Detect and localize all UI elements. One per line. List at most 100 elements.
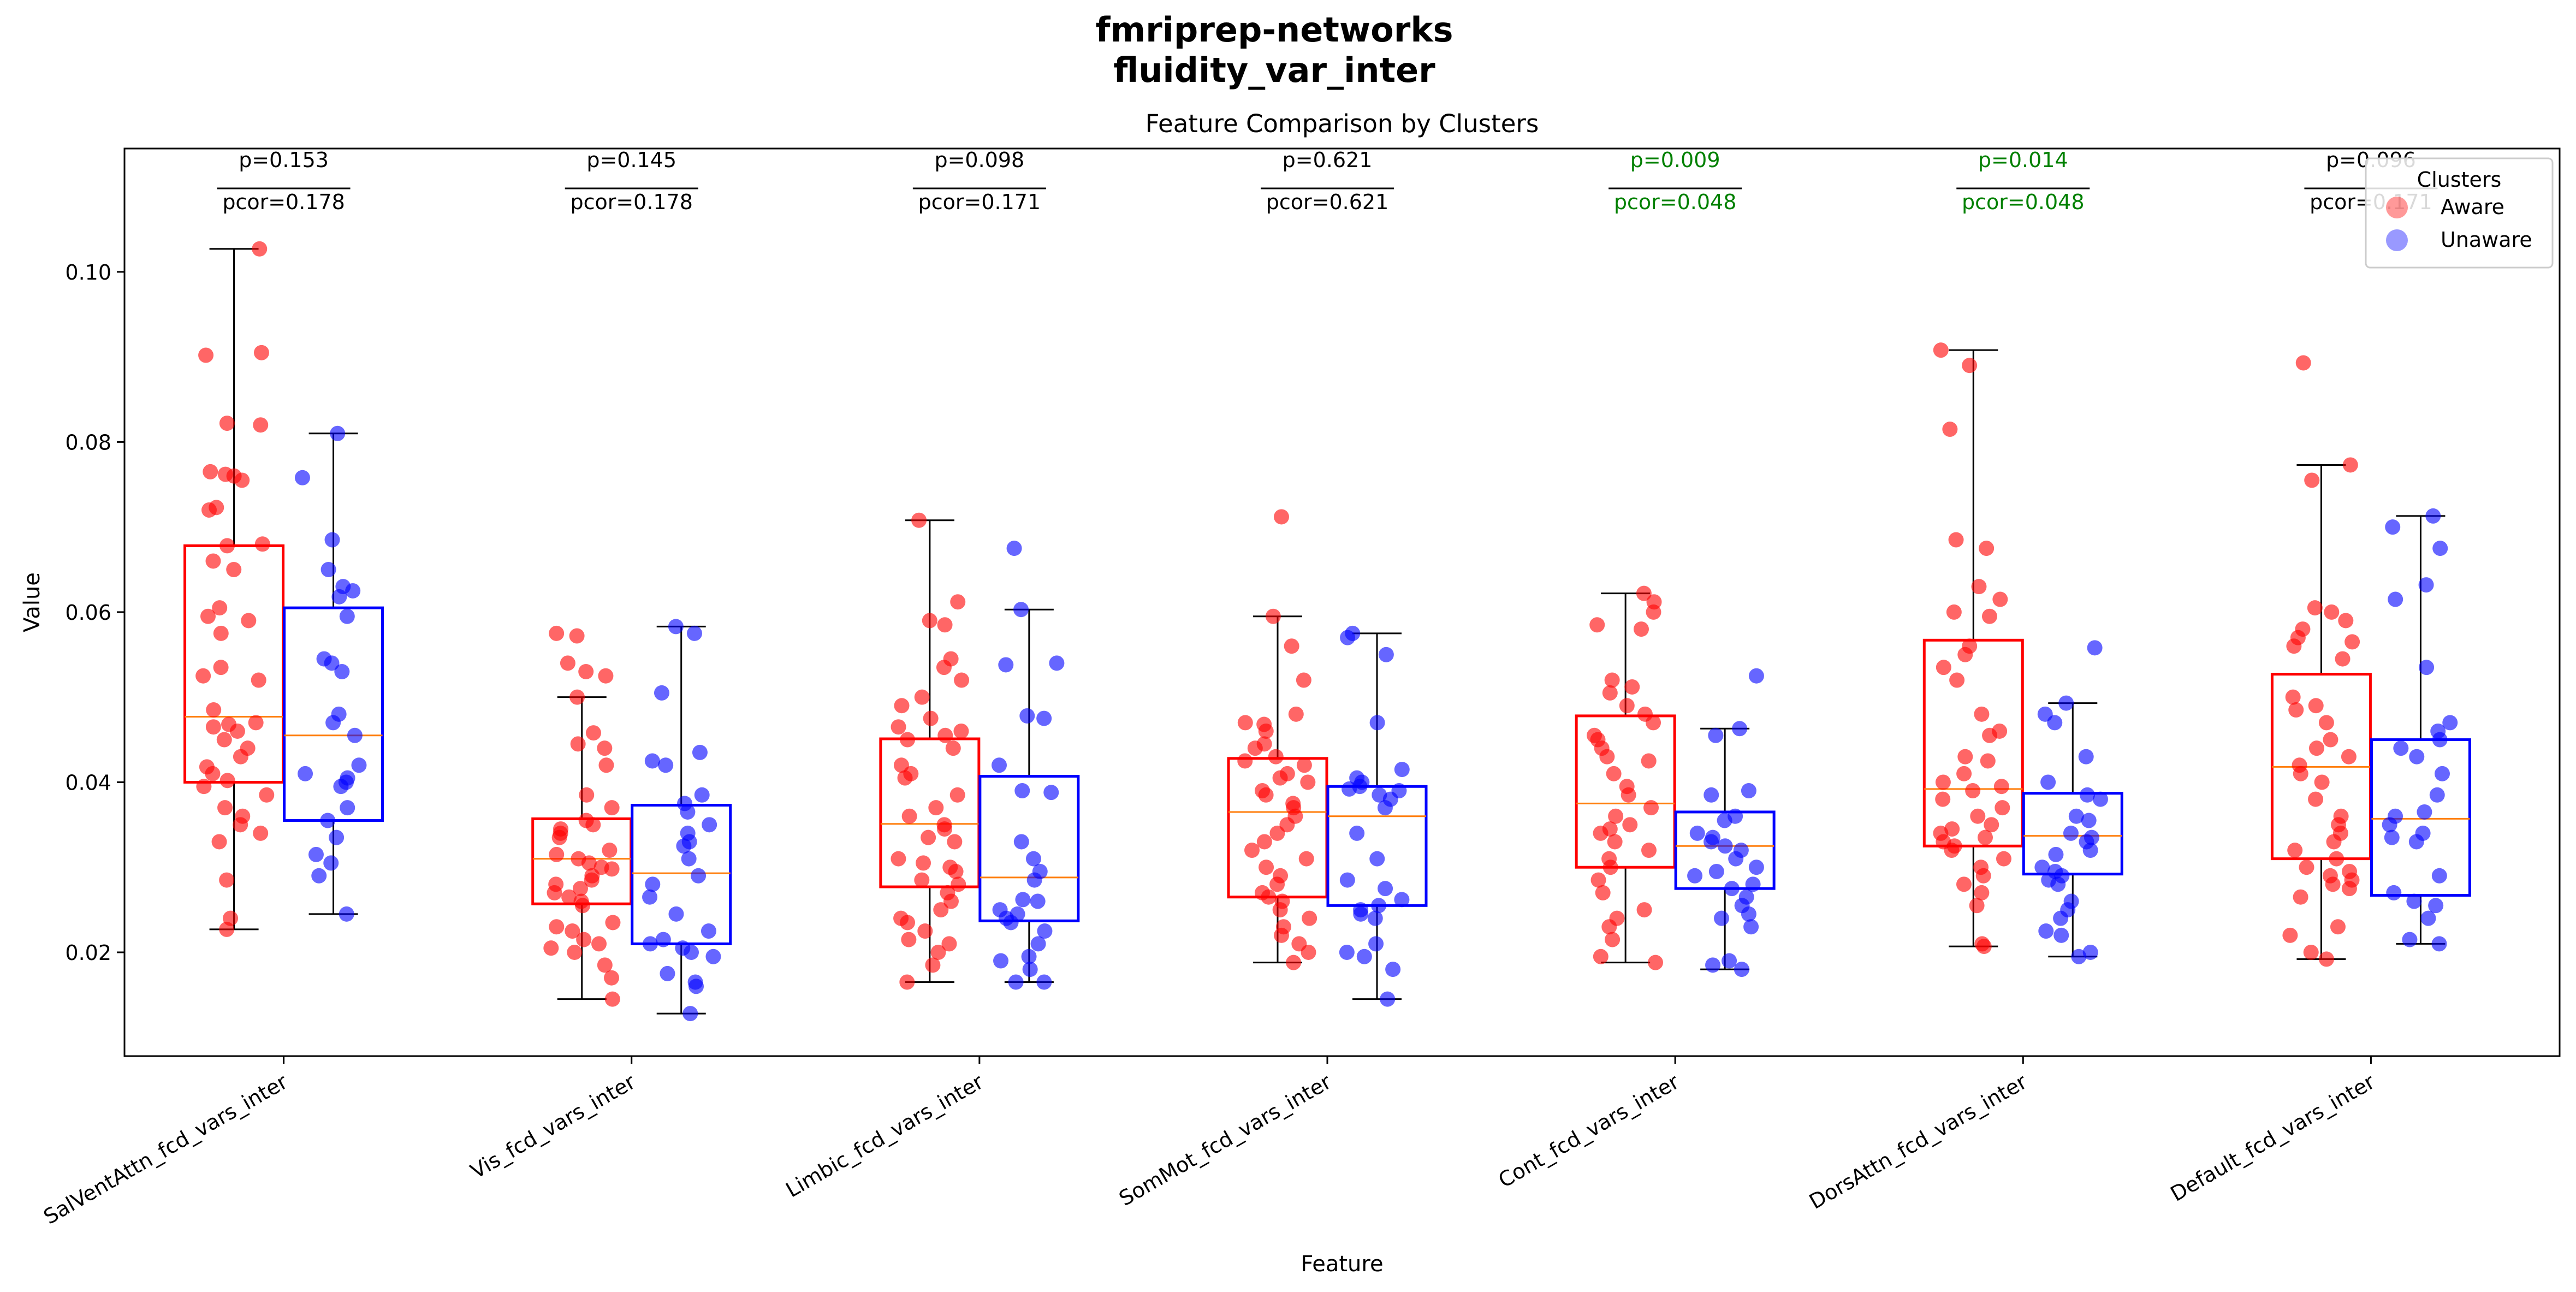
data-point [2409,749,2425,764]
data-point [1970,808,1986,824]
data-point [1006,541,1022,556]
data-point [2087,640,2103,656]
data-point [914,872,930,888]
data-point [1708,863,1724,879]
axes-title: Feature Comparison by Clusters [1145,109,1539,138]
data-point [1256,834,1272,850]
data-point [198,347,214,363]
data-point [1636,585,1652,601]
data-point [294,470,310,485]
data-point [1342,781,1357,797]
data-point [692,744,708,760]
data-point [1984,817,1999,833]
data-point [2282,927,2298,943]
data-point [1019,708,1035,724]
data-point [914,689,930,705]
data-point [891,851,906,867]
data-point [340,800,355,816]
axes-frame [123,147,2561,1057]
data-point [2308,698,2324,714]
data-point [543,940,559,956]
data-point [1269,825,1285,841]
pcor-value-label: pcor=0.171 [918,190,1041,214]
data-point [937,727,953,743]
data-point [2078,749,2094,764]
data-point [1273,509,1289,525]
data-point [936,660,952,675]
y-tick-label: 0.06 [65,601,111,625]
data-point [205,766,221,781]
data-point [1732,721,1748,737]
data-point [213,660,229,675]
data-point [1976,939,1992,955]
data-point [901,808,917,824]
data-point [233,749,248,764]
data-point [642,889,658,905]
data-point [1936,660,1951,675]
data-point [1022,962,1038,977]
data-point [2432,732,2448,748]
data-point [1288,706,1304,722]
data-point [1272,770,1288,786]
legend-marker-aware [2386,197,2408,218]
data-point [1969,898,1985,914]
data-point [1037,923,1053,939]
data-point [549,919,565,935]
data-point [947,834,963,850]
data-point [203,464,218,479]
data-point [2324,604,2340,620]
data-point [1687,868,1703,884]
data-point [2040,774,2056,790]
data-point [998,657,1014,673]
data-point [1717,813,1732,828]
data-point [2304,472,2320,488]
data-point [2382,817,2397,833]
data-point [212,600,228,616]
data-point [1353,906,1369,922]
data-point [916,855,931,871]
legend: Clusters Aware Unaware [2365,157,2554,269]
data-point [329,829,345,845]
data-point [200,608,216,624]
data-point [1371,898,1387,914]
data-point [930,944,946,960]
data-point [570,736,586,752]
data-point [549,625,565,641]
data-point [1247,740,1263,756]
data-point [324,655,340,671]
data-point [1948,532,1964,548]
data-point [2344,634,2360,650]
data-point [644,753,660,769]
data-point [2442,715,2458,731]
data-point [1607,834,1623,850]
data-point [2047,715,2063,731]
data-point [1643,800,1659,816]
data-point [911,512,927,528]
data-point [2050,876,2066,892]
data-point [1622,817,1638,833]
data-point [691,868,707,884]
data-point [1995,800,2010,816]
data-point [598,668,614,684]
data-point [2388,591,2403,607]
data-point [1014,783,1030,799]
data-point [1284,638,1299,654]
data-point [2432,541,2448,556]
data-point [229,723,245,739]
data-point [331,589,347,604]
data-point [2386,885,2402,900]
data-point [320,562,336,578]
data-point [1340,630,1356,645]
data-point [900,732,916,748]
data-point [217,800,233,816]
data-point [1646,604,1661,620]
data-point [1974,706,1990,722]
box [978,775,1080,922]
data-point [219,872,235,888]
data-point [233,817,248,833]
data-point [1599,749,1615,764]
y-tick-label: 0.10 [65,260,111,285]
data-point [323,855,339,871]
data-point [248,715,264,731]
data-point [1367,910,1383,926]
